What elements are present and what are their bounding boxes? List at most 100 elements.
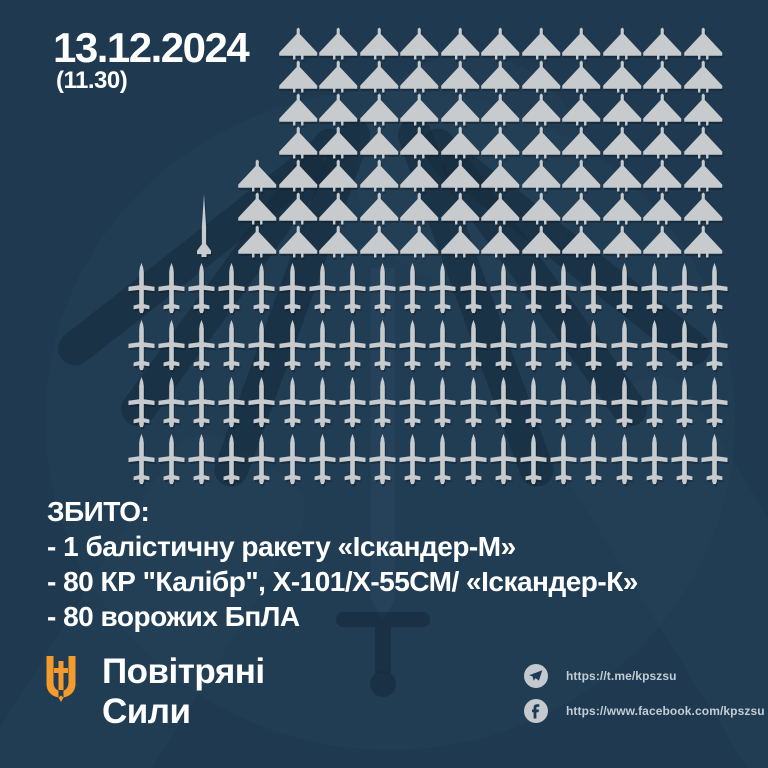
cruise-missile-icon (669, 319, 699, 376)
shahed-drone-icon (278, 225, 319, 258)
shahed-drone-icon (521, 27, 562, 60)
cruise-missile-icon (247, 433, 277, 490)
cruise-missile-icon (609, 433, 639, 490)
shahed-drone-icon (399, 126, 440, 159)
shahed-drone-icon (318, 159, 359, 192)
shahed-drone-icon (237, 159, 278, 192)
shahed-drone-icon (480, 60, 521, 93)
cruise-missile-icon (700, 319, 730, 376)
cruise-missile-icon (518, 376, 548, 433)
shahed-drone-icon (602, 225, 643, 258)
cruise-missile-icon (368, 433, 398, 490)
shahed-drone-icon (561, 159, 602, 192)
cruise-missile-icon (156, 433, 186, 490)
cruise-missile-icon (217, 376, 247, 433)
telegram-url[interactable]: https://t.me/kpszsu (566, 669, 677, 683)
shahed-drone-icon (359, 192, 400, 225)
cruise-missile-icon (368, 262, 398, 319)
shahed-drone-icon (480, 225, 521, 258)
cruise-missile-icon (518, 262, 548, 319)
shahed-drone-icon (561, 126, 602, 159)
cruise-missile-icon (579, 262, 609, 319)
cruise-missile-icon (458, 376, 488, 433)
cruise-missile-icon (609, 376, 639, 433)
shahed-drone-icon (440, 225, 481, 258)
shahed-drone-icon (642, 27, 683, 60)
cruise-missile-icon (126, 319, 156, 376)
shahed-drone-icon (359, 126, 400, 159)
shahed-drone-icon (683, 93, 724, 126)
cruise-missile-icon (277, 319, 307, 376)
shahed-drone-icon (278, 159, 319, 192)
cruise-missile-icon (126, 376, 156, 433)
cruise-missile-icon (337, 262, 367, 319)
shahed-drone-icon (440, 93, 481, 126)
shahed-drone-icon (561, 225, 602, 258)
cruise-missile-icon (277, 262, 307, 319)
cruise-missile-icon (368, 319, 398, 376)
cruise-missile-icon (549, 319, 579, 376)
shahed-drone-icon (642, 126, 683, 159)
cruise-missile-icon (126, 262, 156, 319)
cruise-missile-icon (398, 262, 428, 319)
shahed-drone-icon (278, 192, 319, 225)
shahed-drone-icon (602, 159, 643, 192)
cruise-missile-icon (156, 262, 186, 319)
shahed-drone-icon (480, 126, 521, 159)
telegram-icon (524, 664, 548, 688)
cruise-missile-icon (579, 319, 609, 376)
cruise-missile-icon (398, 319, 428, 376)
shahed-drone-icon (440, 60, 481, 93)
shahed-drone-icon (278, 93, 319, 126)
shot-down-title: ЗБИТО: (47, 496, 150, 527)
cruise-missile-icon (669, 376, 699, 433)
shahed-drone-icon (480, 192, 521, 225)
shahed-drone-icon (683, 60, 724, 93)
brand-line1: Повітряні (102, 652, 265, 691)
shot-down-item-cruise: - 80 КР "Калібр", Х-101/Х-55СМ/ «Ісканде… (47, 566, 638, 597)
cruise-missile-icon (639, 376, 669, 433)
cruise-missile-icon (186, 262, 216, 319)
cruise-missile-icon (428, 376, 458, 433)
shahed-drone-icon (683, 225, 724, 258)
shahed-drone-icon (642, 93, 683, 126)
shahed-drone-icon (602, 126, 643, 159)
shahed-drone-icon (359, 60, 400, 93)
shahed-drone-icon (561, 60, 602, 93)
shahed-drone-icon (440, 159, 481, 192)
cruise-missile-icon (579, 376, 609, 433)
cruise-missile-icon (609, 262, 639, 319)
cruise-missile-icon (458, 319, 488, 376)
shahed-drone-icon (440, 126, 481, 159)
cruise-missile-icon (277, 433, 307, 490)
shahed-drone-icon (318, 192, 359, 225)
cruise-missile-icon (186, 376, 216, 433)
shahed-drone-icon (359, 27, 400, 60)
facebook-url[interactable]: https://www.facebook.com/kpszsu (566, 704, 765, 718)
cruise-missile-icon (458, 262, 488, 319)
shahed-drone-icon (399, 60, 440, 93)
shahed-drone-icon (561, 93, 602, 126)
shahed-drone-icon (602, 192, 643, 225)
cruise-missile-icon (579, 433, 609, 490)
shahed-drone-icon (561, 27, 602, 60)
cruise-missile-icon (217, 262, 247, 319)
shahed-drone-icon (642, 60, 683, 93)
shahed-drone-icon (318, 93, 359, 126)
shahed-drone-icon (399, 93, 440, 126)
cruise-missile-icon (488, 319, 518, 376)
cruise-missile-icon (700, 376, 730, 433)
shahed-drone-icon (399, 27, 440, 60)
cruise-missile-icon (307, 262, 337, 319)
shot-down-item-drones: - 80 ворожих БпЛА (47, 601, 300, 632)
shahed-drone-icon (561, 192, 602, 225)
report-date: 13.12.2024 (53, 24, 250, 71)
shahed-drone-icon (480, 93, 521, 126)
shahed-drone-icon (683, 126, 724, 159)
shahed-drone-icon (359, 159, 400, 192)
cruise-missile-icon (217, 433, 247, 490)
cruise-missile-icon (428, 262, 458, 319)
shahed-drone-icon (318, 27, 359, 60)
cruise-missile-icon (186, 433, 216, 490)
cruise-missile-icon (549, 376, 579, 433)
